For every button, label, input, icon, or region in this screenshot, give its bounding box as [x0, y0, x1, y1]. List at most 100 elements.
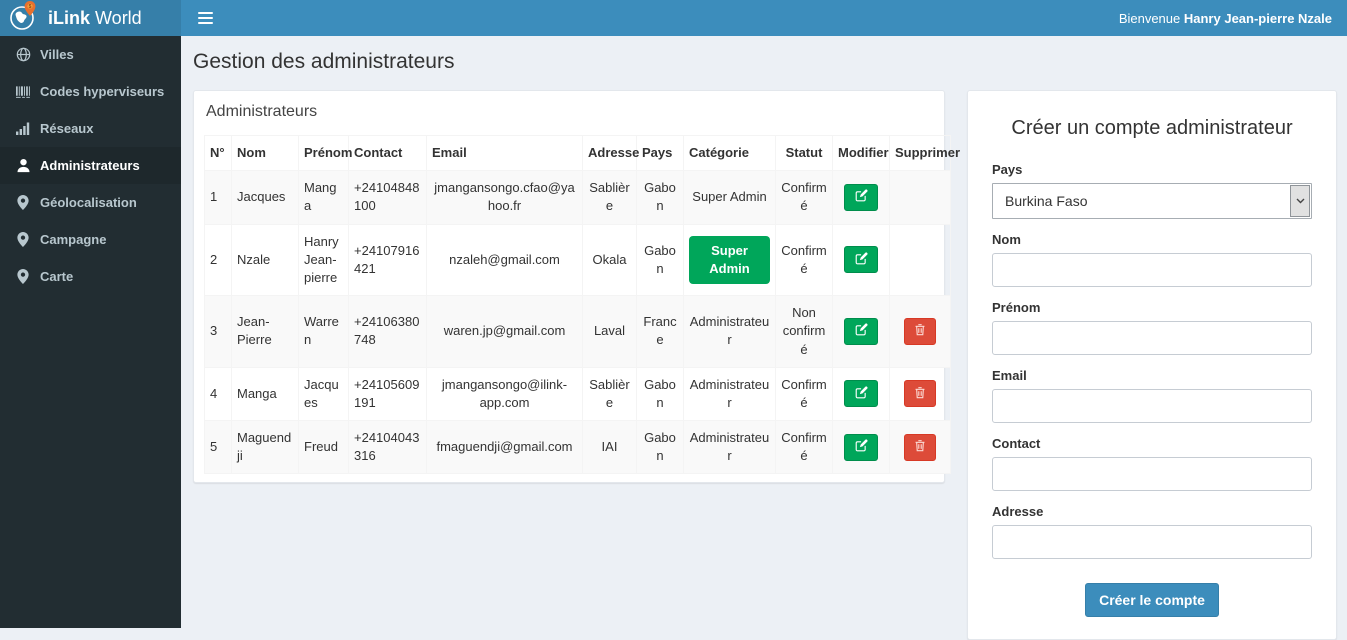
edit-button[interactable] — [844, 246, 878, 273]
col-header-adresse: Adresse — [583, 136, 637, 171]
col-header-categorie: Catégorie — [684, 136, 776, 171]
table-row: 4 Manga Jacques +24105609191 jmangansong… — [205, 367, 951, 420]
cell-prenom: Jacques — [299, 367, 349, 420]
adresse-field[interactable] — [992, 525, 1312, 559]
top-header: $ iLink World Bienvenue Hanry Jean-pierr… — [0, 0, 1347, 36]
signal-bars-icon — [15, 122, 31, 135]
cell-statut: Confirmé — [776, 367, 833, 420]
pays-select[interactable]: Burkina Faso — [992, 183, 1312, 219]
prenom-field[interactable] — [992, 321, 1312, 355]
col-header-num: N° — [205, 136, 232, 171]
cell-nom: Jean-Pierre — [232, 296, 299, 368]
col-header-modifier: Modifier — [833, 136, 890, 171]
cell-contact: +24104043316 — [349, 421, 427, 474]
sidebar-item-label: Géolocalisation — [40, 195, 137, 210]
edit-pencil-icon — [855, 323, 868, 339]
cell-adresse: IAI — [583, 421, 637, 474]
edit-pencil-icon — [855, 439, 868, 455]
map-marker-icon — [15, 195, 31, 210]
delete-button[interactable] — [904, 380, 936, 407]
col-header-email: Email — [427, 136, 583, 171]
cell-pays: Gabon — [637, 224, 684, 296]
super-admin-badge-button[interactable]: Super Admin — [689, 236, 770, 284]
sidebar-item-reseaux[interactable]: Réseaux — [0, 110, 181, 147]
cell-email: nzaleh@gmail.com — [427, 224, 583, 296]
trash-icon — [914, 439, 926, 455]
cell-num: 5 — [205, 421, 232, 474]
edit-pencil-icon — [855, 252, 868, 268]
edit-button[interactable] — [844, 380, 878, 407]
cell-contact: +24107916421 — [349, 224, 427, 296]
contact-label: Contact — [992, 436, 1312, 451]
cell-num: 2 — [205, 224, 232, 296]
cell-categorie: Administrateur — [684, 367, 776, 420]
cell-prenom: Manga — [299, 171, 349, 224]
ilink-globe-pin-logo-icon: $ — [8, 0, 40, 37]
cell-adresse: Sablière — [583, 367, 637, 420]
sidebar-item-label: Réseaux — [40, 121, 93, 136]
brand-title: iLink World — [48, 8, 142, 29]
cell-categorie: Super Admin — [684, 171, 776, 224]
cell-nom: Manga — [232, 367, 299, 420]
col-header-pays: Pays — [637, 136, 684, 171]
sidebar-item-geolocalisation[interactable]: Géolocalisation — [0, 184, 181, 221]
sidebar-item-label: Campagne — [40, 232, 106, 247]
cell-adresse: Okala — [583, 224, 637, 296]
pays-label: Pays — [992, 162, 1312, 177]
edit-button[interactable] — [844, 434, 878, 461]
nom-label: Nom — [992, 232, 1312, 247]
welcome-message: Bienvenue Hanry Jean-pierre Nzale — [1119, 11, 1332, 26]
page-title: Gestion des administrateurs — [193, 50, 1337, 74]
create-admin-form-panel: Créer un compte administrateur Pays Burk… — [967, 90, 1337, 640]
col-header-contact: Contact — [349, 136, 427, 171]
cell-contact: +24105609191 — [349, 367, 427, 420]
cell-nom: Maguendji — [232, 421, 299, 474]
cell-nom: Jacques — [232, 171, 299, 224]
sidebar-item-carte[interactable]: Carte — [0, 258, 181, 295]
sidebar-item-villes[interactable]: Villes — [0, 36, 181, 73]
cell-prenom: Freud — [299, 421, 349, 474]
prenom-label: Prénom — [992, 300, 1312, 315]
table-row: 5 Maguendji Freud +24104043316 fmaguendj… — [205, 421, 951, 474]
cell-statut: Confirmé — [776, 171, 833, 224]
form-title: Créer un compte administrateur — [992, 117, 1312, 140]
cell-supprimer-empty — [890, 171, 951, 224]
edit-button[interactable] — [844, 184, 878, 211]
contact-field[interactable] — [992, 457, 1312, 491]
cell-pays: Gabon — [637, 171, 684, 224]
map-marker-icon — [15, 269, 31, 284]
nom-field[interactable] — [992, 253, 1312, 287]
edit-button[interactable] — [844, 318, 878, 345]
administrators-panel-title: Administrateurs — [194, 91, 944, 135]
cell-adresse: Laval — [583, 296, 637, 368]
email-field[interactable] — [992, 389, 1312, 423]
pays-selected-value: Burkina Faso — [993, 193, 1289, 209]
cell-supprimer-empty — [890, 224, 951, 296]
sidebar-item-administrateurs[interactable]: Administrateurs — [0, 147, 181, 184]
sidebar-item-codes-hyperviseurs[interactable]: Codes hyperviseurs — [0, 73, 181, 110]
create-account-button[interactable]: Créer le compte — [1085, 583, 1219, 617]
adresse-label: Adresse — [992, 504, 1312, 519]
cell-contact: +24106380748 — [349, 296, 427, 368]
table-row: 1 Jacques Manga +24104848100 jmangansong… — [205, 171, 951, 224]
app-logo[interactable]: $ iLink World — [0, 0, 181, 36]
table-row: 2 Nzale Hanry Jean-pierre +24107916421 n… — [205, 224, 951, 296]
sidebar-item-label: Codes hyperviseurs — [40, 84, 164, 99]
cell-statut: Non confirmé — [776, 296, 833, 368]
delete-button[interactable] — [904, 434, 936, 461]
cell-pays: France — [637, 296, 684, 368]
col-header-supprimer: Supprimer — [890, 136, 951, 171]
administrators-panel: Administrateurs N° Nom Prénom Contact Em… — [193, 90, 945, 483]
sidebar-nav: Villes Codes hyperviseurs Réseaux — [0, 36, 181, 628]
col-header-statut: Statut — [776, 136, 833, 171]
globe-icon — [15, 47, 31, 62]
cell-statut: Confirmé — [776, 224, 833, 296]
sidebar-item-campagne[interactable]: Campagne — [0, 221, 181, 258]
edit-pencil-icon — [855, 386, 868, 402]
sidebar-toggle-hamburger-icon[interactable] — [196, 8, 215, 28]
delete-button[interactable] — [904, 318, 936, 345]
cell-email: fmaguendji@gmail.com — [427, 421, 583, 474]
barcode-icon — [15, 85, 31, 99]
trash-icon — [914, 323, 926, 339]
cell-nom: Nzale — [232, 224, 299, 296]
